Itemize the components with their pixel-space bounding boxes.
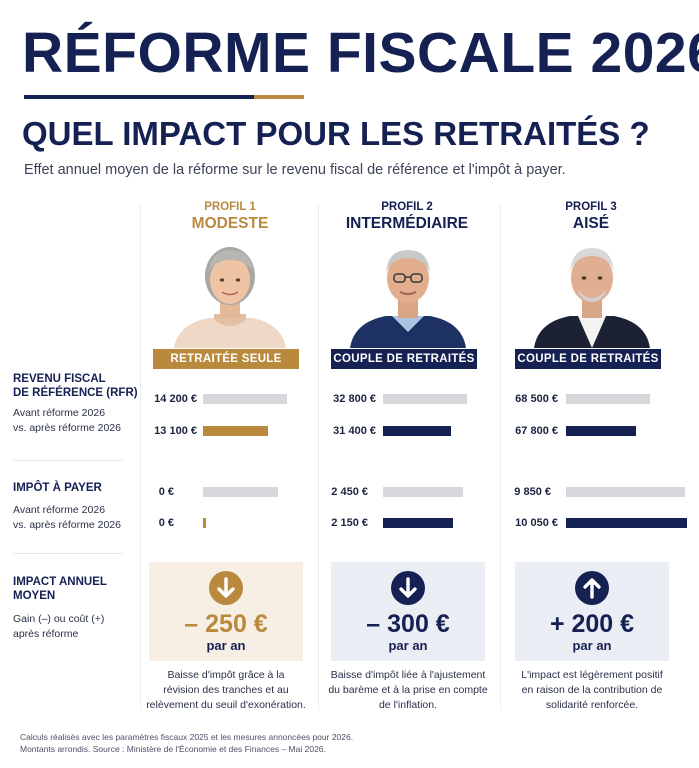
profile-number: PROFIL 3 bbox=[565, 201, 617, 213]
bar-tax-after-p1 bbox=[203, 518, 206, 528]
bar-rfr-after-p2 bbox=[383, 426, 451, 436]
impact-box-profile-1: – 250 € par an bbox=[149, 562, 303, 661]
footer-note: Calculs réalisés avec les paramètres fis… bbox=[20, 731, 353, 755]
profile-number: PROFIL 1 bbox=[204, 201, 256, 213]
row-sub-rfr-line2: vs. après réforme 2026 bbox=[13, 422, 121, 434]
row-sub-impact: Gain (–) ou coût (+) après réforme bbox=[13, 612, 107, 642]
title-underline-navy bbox=[24, 95, 254, 99]
impact-note-profile-1: Baisse d'impôt grâce à la révision des t… bbox=[146, 668, 306, 713]
man-glasses-portrait-icon bbox=[350, 250, 466, 348]
bar-tax-before-p2 bbox=[383, 487, 463, 497]
impact-note-profile-2: Baisse d'impôt liée à l'ajustement du ba… bbox=[328, 668, 488, 713]
portrait-profile-3 bbox=[526, 240, 658, 348]
row-label-impot: IMPÔT À PAYER Avant réforme 2026 vs. apr… bbox=[13, 481, 121, 533]
profile-number: PROFIL 2 bbox=[381, 201, 433, 213]
row-head-impact-line2: MOYEN bbox=[13, 590, 56, 602]
impact-box-profile-3: + 200 € par an bbox=[515, 562, 669, 661]
rfr-before-value: 68 500 € bbox=[515, 393, 558, 405]
impact-note-profile-3: L'impact est légèrement positif en raiso… bbox=[512, 668, 672, 713]
row-sub-rfr: Avant réforme 2026 vs. après réforme 202… bbox=[13, 406, 138, 436]
row-sub-impot: Avant réforme 2026 vs. après réforme 202… bbox=[13, 503, 121, 533]
profile-2-header: PROFIL 2 INTERMÉDIAIRE bbox=[330, 200, 484, 234]
profile-name: AISÉ bbox=[572, 215, 610, 232]
tax-after-value: 2 150 € bbox=[331, 517, 368, 529]
note-line: solidarité renforcée. bbox=[545, 699, 639, 711]
rfr-before-value: 32 800 € bbox=[333, 393, 376, 405]
impact-unit: par an bbox=[388, 638, 428, 653]
bar-tax-before-p3 bbox=[566, 487, 685, 497]
tax-before-value: 2 450 € bbox=[331, 486, 368, 498]
bar-tax-after-p3 bbox=[566, 518, 687, 528]
footer-line: Calculs réalisés avec les paramètres fis… bbox=[20, 732, 354, 742]
tax-after-value: 10 050 € bbox=[515, 517, 558, 529]
note-line: relèvement du seuil d'exonération. bbox=[146, 699, 306, 711]
arrow-down-icon bbox=[391, 571, 425, 605]
profile-tag: COUPLE DE RETRAITÉS bbox=[331, 349, 477, 369]
portrait-profile-2 bbox=[342, 240, 474, 348]
rfr-after-value: 13 100 € bbox=[154, 425, 197, 437]
profile-name: INTERMÉDIAIRE bbox=[345, 215, 469, 232]
rfr-before-value: 14 200 € bbox=[154, 393, 197, 405]
row-separator bbox=[13, 553, 123, 554]
bar-rfr-before-p3 bbox=[566, 394, 650, 404]
page-subtitle: QUEL IMPACT POUR LES RETRAITÉS ? bbox=[22, 115, 650, 152]
note-line: en raison de la contribution de bbox=[521, 684, 663, 696]
tax-before-value: 0 € bbox=[158, 486, 174, 498]
footer-line: Montants arrondis. Source : Ministère de… bbox=[20, 744, 326, 754]
row-label-rfr: REVENU FISCAL DE RÉFÉRENCE (RFR) Avant r… bbox=[13, 372, 138, 436]
bar-rfr-after-p3 bbox=[566, 426, 636, 436]
portrait-profile-1 bbox=[164, 240, 296, 348]
profile-3-header: PROFIL 3 AISÉ bbox=[514, 200, 668, 234]
rfr-after-value: 31 400 € bbox=[333, 425, 376, 437]
impact-value: – 250 € bbox=[184, 610, 268, 638]
title-underline bbox=[24, 95, 304, 99]
row-sub-impot-line1: Avant réforme 2026 bbox=[13, 504, 106, 516]
row-head-impact-line1: IMPACT ANNUEL bbox=[13, 576, 107, 588]
row-head-rfr-line2: DE RÉFÉRENCE (RFR) bbox=[13, 387, 138, 399]
arrow-down-icon bbox=[209, 571, 243, 605]
tax-after-value: 0 € bbox=[158, 517, 174, 529]
column-divider bbox=[500, 205, 501, 710]
row-label-impact: IMPACT ANNUEL MOYEN Gain (–) ou coût (+)… bbox=[13, 575, 107, 642]
column-divider bbox=[318, 205, 319, 710]
note-line: de l'inflation. bbox=[378, 699, 438, 711]
row-sub-impot-line2: vs. après réforme 2026 bbox=[13, 519, 121, 531]
note-line: du barème et à la prise en compte bbox=[328, 684, 488, 696]
row-sub-impact-line1: Gain (–) ou coût (+) bbox=[13, 613, 105, 625]
tax-before-value: 9 850 € bbox=[514, 486, 551, 498]
row-separator bbox=[13, 460, 123, 461]
impact-value: + 200 € bbox=[549, 610, 635, 638]
row-head-rfr-line1: REVENU FISCAL bbox=[13, 373, 106, 385]
arrow-up-icon bbox=[575, 571, 609, 605]
note-line: Baisse d'impôt liée à l'ajustement bbox=[330, 669, 486, 681]
woman-portrait-icon bbox=[174, 247, 286, 348]
man-suit-portrait-icon bbox=[534, 248, 650, 348]
lead-text: Effet annuel moyen de la réforme sur le … bbox=[24, 162, 566, 178]
profile-name: MODESTE bbox=[191, 215, 269, 232]
title-underline-gold bbox=[254, 95, 304, 99]
impact-value: – 300 € bbox=[366, 610, 450, 638]
rfr-after-value: 67 800 € bbox=[515, 425, 558, 437]
note-line: révision des tranches et au bbox=[163, 684, 289, 696]
impact-unit: par an bbox=[206, 638, 246, 653]
column-divider bbox=[140, 205, 141, 710]
row-sub-rfr-line1: Avant réforme 2026 bbox=[13, 407, 106, 419]
note-line: L'impact est légèrement positif bbox=[521, 669, 663, 681]
impact-unit: par an bbox=[572, 638, 612, 653]
row-sub-impact-line2: après réforme bbox=[13, 628, 79, 640]
note-line: Baisse d'impôt grâce à la bbox=[167, 669, 285, 681]
row-head-impot: IMPÔT À PAYER bbox=[13, 482, 102, 494]
profile-1-header: PROFIL 1 MODESTE bbox=[153, 200, 307, 234]
bar-tax-after-p2 bbox=[383, 518, 453, 528]
impact-box-profile-2: – 300 € par an bbox=[331, 562, 485, 661]
bar-rfr-after-p1 bbox=[203, 426, 268, 436]
page-title: RÉFORME FISCALE 2026 bbox=[22, 21, 699, 85]
profile-tag: RETRAITÉE SEULE bbox=[153, 349, 299, 369]
bar-tax-before-p1 bbox=[203, 487, 278, 497]
bar-rfr-before-p1 bbox=[203, 394, 287, 404]
bar-rfr-before-p2 bbox=[383, 394, 467, 404]
profile-tag: COUPLE DE RETRAITÉS bbox=[515, 349, 661, 369]
